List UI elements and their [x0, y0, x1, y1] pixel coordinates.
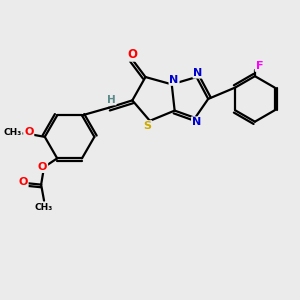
Text: CH₃: CH₃	[35, 202, 53, 211]
Text: F: F	[256, 61, 263, 71]
Text: O: O	[38, 162, 47, 172]
Text: N: N	[194, 68, 202, 78]
Text: H: H	[107, 94, 116, 104]
Text: N: N	[169, 75, 179, 85]
Text: N: N	[192, 117, 201, 127]
Text: O: O	[24, 128, 33, 137]
Text: S: S	[143, 121, 152, 131]
Text: O: O	[18, 177, 28, 187]
Text: O: O	[127, 48, 137, 61]
Text: CH₃: CH₃	[4, 128, 22, 137]
